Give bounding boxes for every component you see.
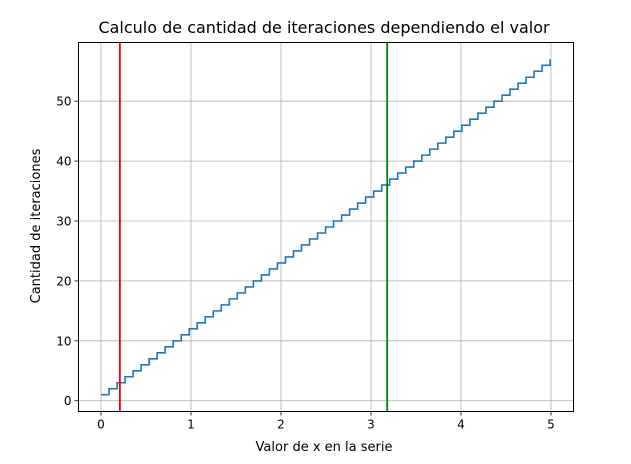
x-tick-label: 4	[457, 418, 465, 432]
y-tick-label: 20	[56, 274, 71, 288]
y-tick-label: 30	[56, 215, 71, 229]
x-axis-label: Valor de x en la serie	[256, 440, 393, 455]
x-tick-label: 5	[547, 418, 555, 432]
plot-frame	[78, 42, 574, 412]
grid	[78, 42, 574, 412]
y-axis-label: Cantidad de iteraciones	[29, 148, 44, 303]
y-tick-label: 40	[56, 155, 71, 169]
y-tick-label: 0	[64, 394, 72, 408]
y-tick-label: 10	[56, 334, 71, 348]
x-tick-label: 1	[187, 418, 195, 432]
chart-title: Calculo de cantidad de iteraciones depen…	[98, 18, 550, 37]
x-tick-label: 0	[97, 418, 105, 432]
y-tick-label: 50	[56, 95, 71, 109]
x-tick-label: 3	[367, 418, 375, 432]
iterations-step-line	[101, 59, 551, 396]
x-tick-label: 2	[277, 418, 285, 432]
plot-data	[101, 42, 551, 412]
